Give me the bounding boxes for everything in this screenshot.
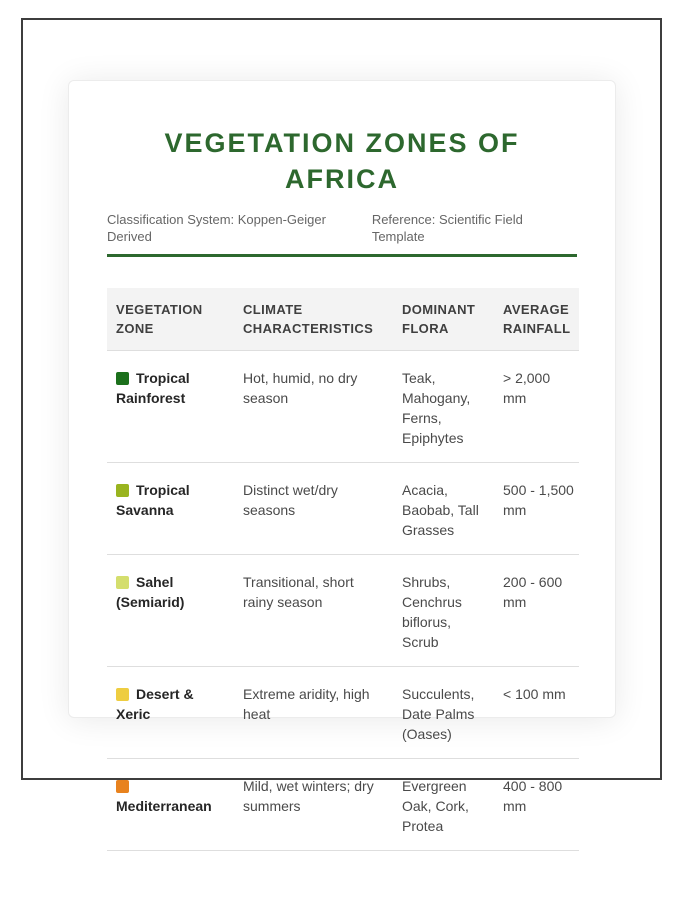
zone-color-swatch (116, 780, 129, 793)
zone-color-swatch (116, 372, 129, 385)
rainfall-cell: > 2,000 mm (494, 350, 579, 463)
zone-name: Tropical Savanna (116, 482, 190, 518)
column-header-vegetation-zone: VEGETATION ZONE (107, 288, 234, 351)
zone-cell: Tropical Rainforest (107, 350, 234, 463)
zone-color-swatch (116, 484, 129, 497)
climate-cell: Extreme aridity, high heat (234, 666, 393, 759)
table-row: Tropical Rainforest Hot, humid, no dry s… (107, 350, 579, 463)
document-card: VEGETATION ZONES OF AFRICA Classificatio… (68, 80, 616, 851)
rainfall-cell: 200 - 600 mm (494, 554, 579, 667)
zone-cell: Sahel (Semiarid) (107, 554, 234, 667)
meta-row: Classification System: Koppen-Geiger Der… (107, 211, 577, 245)
classification-system-label: Classification System: Koppen-Geiger Der… (107, 212, 326, 244)
vegetation-zones-table: VEGETATION ZONE CLIMATE CHARACTERISTICS … (107, 288, 579, 851)
title-divider-rule (107, 254, 577, 257)
column-header-climate: CLIMATE CHARACTERISTICS (234, 288, 393, 351)
zone-cell: Desert & Xeric (107, 666, 234, 759)
table-header-row: VEGETATION ZONE CLIMATE CHARACTERISTICS … (107, 288, 579, 351)
flora-cell: Shrubs, Cenchrus biflorus, Scrub (393, 554, 494, 667)
column-header-flora: DOMINANT FLORA (393, 288, 494, 351)
climate-cell: Hot, humid, no dry season (234, 350, 393, 463)
climate-cell: Mild, wet winters; dry summers (234, 758, 393, 851)
table-row: Tropical Savanna Distinct wet/dry season… (107, 462, 579, 555)
column-header-rainfall: AVERAGE RAINFALL (494, 288, 579, 351)
reference-label: Reference: Scientific Field Template (371, 212, 523, 244)
rainfall-cell: < 100 mm (494, 666, 579, 759)
zone-cell: Mediterranean (107, 758, 234, 851)
climate-cell: Transitional, short rainy season (234, 554, 393, 667)
zone-color-swatch (116, 688, 129, 701)
zone-name: Desert & Xeric (116, 686, 194, 722)
page-title: VEGETATION ZONES OF AFRICA (164, 128, 520, 194)
flora-cell: Evergreen Oak, Cork, Protea (393, 758, 494, 851)
zone-name: Mediterranean (116, 798, 212, 814)
flora-cell: Succulents, Date Palms (Oases) (393, 666, 494, 759)
zone-cell: Tropical Savanna (107, 462, 234, 555)
flora-cell: Teak, Mahogany, Ferns, Epiphytes (393, 350, 494, 463)
climate-cell: Distinct wet/dry seasons (234, 462, 393, 555)
flora-cell: Acacia, Baobab, Tall Grasses (393, 462, 494, 555)
table-row: Desert & Xeric Extreme aridity, high hea… (107, 666, 579, 759)
table-row: Mediterranean Mild, wet winters; dry sum… (107, 758, 579, 851)
rainfall-cell: 500 - 1,500 mm (494, 462, 579, 555)
zone-name: Tropical Rainforest (116, 370, 190, 406)
table-row: Sahel (Semiarid) Transitional, short rai… (107, 554, 579, 667)
zone-name: Sahel (Semiarid) (116, 574, 185, 610)
rainfall-cell: 400 - 800 mm (494, 758, 579, 851)
zone-color-swatch (116, 576, 129, 589)
